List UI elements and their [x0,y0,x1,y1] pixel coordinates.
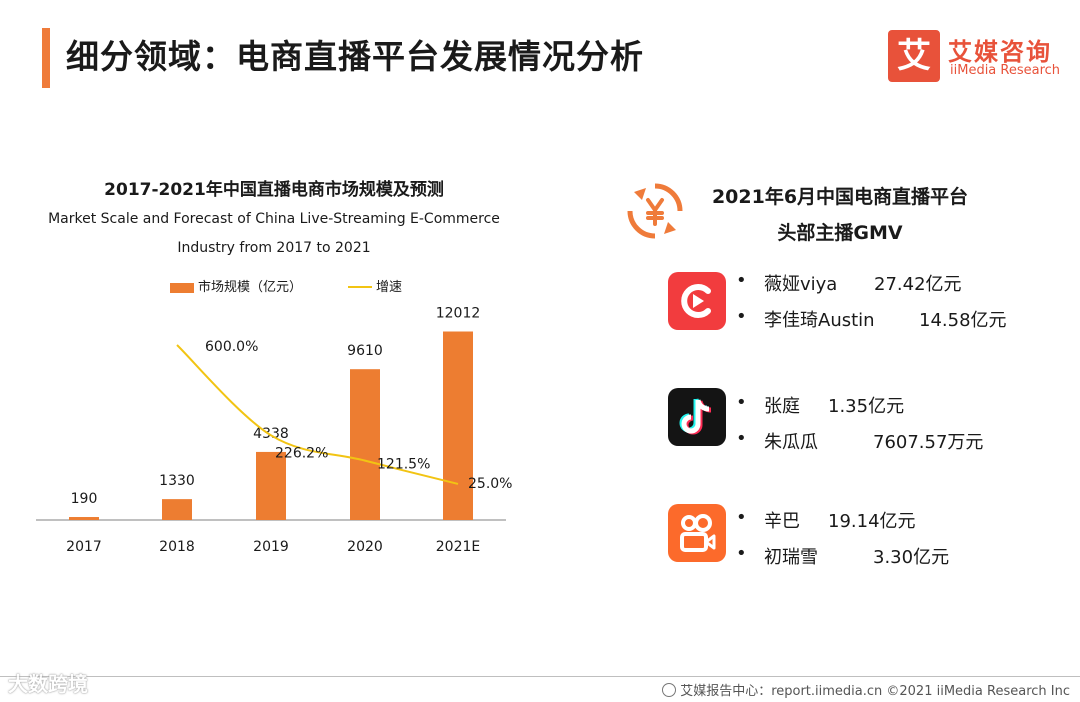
legend-bar-swatch [170,283,194,293]
anchor-gmv: 27.42亿元 [874,274,962,295]
music-note-icon [679,398,712,435]
growth-rate-line [176,344,459,485]
growth-rate-label: 226.2% [275,445,328,461]
anchor-gmv: 3.30亿元 [873,547,950,568]
bullet: • [736,392,747,413]
bullet: • [736,306,747,327]
bullet: • [736,270,747,291]
title-accent-bar [42,28,50,88]
bar-value-label: 4338 [253,426,289,442]
bar-2017 [69,517,99,520]
brand-mark-icon: 艾 [888,30,940,82]
bar-2021E [443,331,473,520]
brand-logo: 艾 艾媒咨询 iiMedia Research [888,30,1068,82]
kuaishou-logo [668,504,726,562]
brand-name-cn: 艾媒咨询 [948,38,1052,66]
growth-rate-label: 121.5% [377,457,430,473]
douyin-logo [668,388,726,446]
x-tick-label: 2017 [66,539,102,555]
chart-subtitle-line1: Market Scale and Forecast of China Live-… [48,211,500,227]
kuaishou-red-logo [668,272,726,330]
page-title: 细分领域：电商直播平台发展情况分析 [66,37,644,76]
x-tick-label: 2019 [253,539,289,555]
yuan-exchange-icon [627,183,683,239]
footer-source-text: 艾媒报告中心：report.iimedia.cn ©2021 iiMedia R… [680,684,1070,699]
x-tick-label: 2021E [436,539,480,555]
anchor-gmv: 7607.57万元 [873,432,984,453]
bar-value-label: 1330 [159,473,195,489]
anchor-gmv: 19.14亿元 [828,511,916,532]
chart-title: 2017-2021年中国直播电商市场规模及预测 [104,180,444,200]
growth-rate-label: 600.0% [205,339,258,355]
gmv-title-line1: 2021年6月中国电商直播平台 [711,186,969,208]
legend-line-swatch [348,286,372,288]
brand-name-en: iiMedia Research [950,63,1061,78]
x-tick-label: 2020 [347,539,383,555]
anchor-name: 初瑞雪 [764,547,818,568]
anchor-name: 辛巴 [764,511,800,532]
anchor-gmv: 14.58亿元 [919,310,1007,331]
bullet: • [736,507,747,528]
bullet: • [736,428,747,449]
camera-icon [680,514,716,552]
chart-subtitle-line2: Industry from 2017 to 2021 [177,240,371,256]
x-tick-label: 2018 [159,539,195,555]
footer-source: 艾媒报告中心：report.iimedia.cn ©2021 iiMedia R… [662,680,1070,699]
bar-value-label: 12012 [436,306,481,322]
bar-value-label: 190 [71,491,98,507]
bar-value-label: 9610 [347,343,383,359]
anchor-name: 薇娅viya [764,274,838,295]
legend-line-label: 增速 [376,280,403,295]
globe-icon [662,683,677,697]
bullet: • [736,543,747,564]
gmv-title-line2: 头部主播GMV [777,222,903,244]
anchor-name: 张庭 [764,396,800,417]
anchor-gmv: 1.35亿元 [828,396,905,417]
anchor-name: 李佳琦Austin [764,310,875,331]
legend-bar-label: 市场规模（亿元） [198,280,303,295]
bar-2019 [256,451,286,520]
anchor-name: 朱瓜瓜 [764,432,818,453]
watermark: 大数跨境 [8,672,88,696]
bar-2018 [162,499,192,520]
play-c-icon [681,284,711,318]
growth-rate-label: 25.0% [468,476,512,492]
footer-divider [0,676,1080,677]
market-scale-chart: 190 2017 1330 2018 4338 2019 9610 2020 12012 2021… [36,306,512,555]
bar-2020 [350,369,380,520]
